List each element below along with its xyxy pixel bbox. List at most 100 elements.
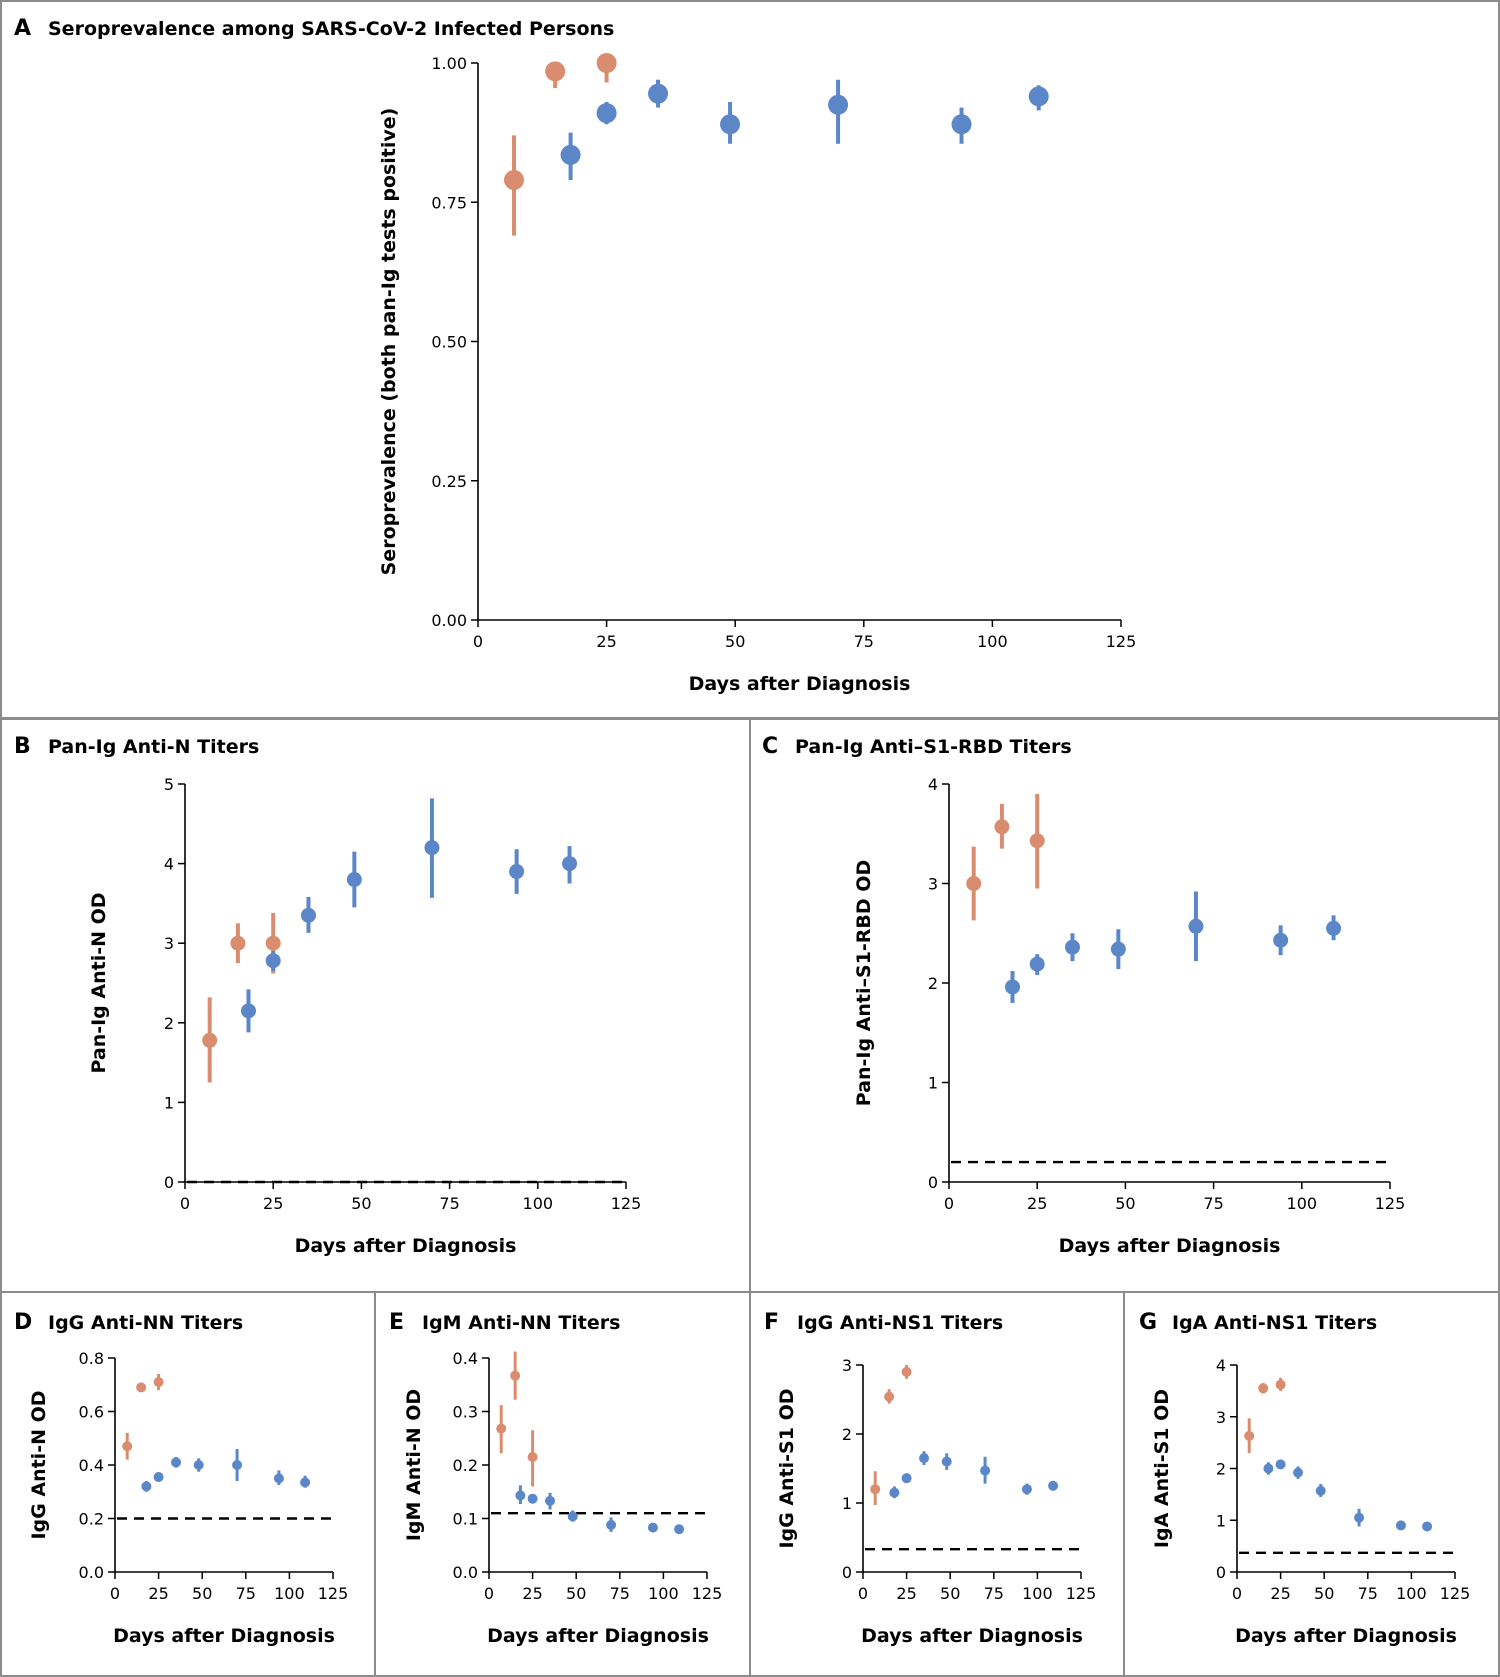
y-axis-label: IgA Anti-S1 OD	[1151, 1389, 1173, 1548]
data-point	[901, 1473, 912, 1484]
data-point	[1029, 833, 1045, 849]
panel-title: Seroprevalence among SARS-CoV-2 Infected…	[48, 18, 614, 40]
x-tick-label: 0	[1232, 1584, 1242, 1603]
data-point	[1293, 1467, 1304, 1478]
data-point	[496, 1423, 507, 1434]
y-axis-label: IgG Anti-N OD	[28, 1390, 50, 1539]
y-tick-label: 4	[164, 855, 174, 874]
x-tick-label: 0	[180, 1194, 190, 1213]
series-early	[202, 912, 281, 1083]
data-point	[153, 1377, 164, 1388]
x-tick-label: 0	[473, 632, 483, 651]
data-point	[1275, 1379, 1286, 1390]
y-tick-label: 3	[1216, 1408, 1226, 1427]
x-tick-label: 0	[484, 1584, 494, 1603]
data-point	[1028, 86, 1049, 107]
chart-panel-f: F IgG Anti-NS1 Titers 0 25 50 75 100 125 0 1 2 3 Day…	[764, 1310, 1096, 1647]
x-tick-label: 75	[236, 1584, 256, 1603]
data-point	[919, 1453, 930, 1464]
data-point	[527, 1493, 538, 1504]
y-tick-label: 1.00	[431, 54, 467, 73]
data-point	[504, 169, 525, 190]
data-point	[241, 1003, 257, 1019]
panel-title: IgM Anti-NN Titers	[422, 1312, 620, 1334]
y-tick-label: 0.25	[431, 472, 467, 491]
x-tick-label: 0	[858, 1584, 868, 1603]
data-point	[273, 1473, 284, 1484]
data-point	[527, 1451, 538, 1462]
x-tick-label: 125	[611, 1194, 642, 1213]
data-point	[202, 1032, 218, 1048]
panel-letter: G	[1139, 1310, 1157, 1335]
data-point	[1395, 1520, 1406, 1531]
series-late	[515, 1485, 685, 1535]
x-tick-label: 125	[318, 1584, 349, 1603]
y-tick-label: 2	[1216, 1460, 1226, 1479]
data-point	[545, 61, 566, 82]
data-point	[966, 876, 982, 891]
data-point	[1110, 941, 1126, 957]
panel-letter: A	[14, 16, 31, 41]
data-point	[567, 1511, 578, 1522]
data-point	[171, 1457, 182, 1468]
data-point	[720, 114, 741, 135]
data-point	[941, 1456, 952, 1467]
data-point	[424, 840, 440, 856]
data-point	[980, 1465, 991, 1476]
x-tick-label: 125	[1106, 632, 1137, 651]
panel-border-3	[0, 1291, 376, 1677]
y-tick-label: 0.4	[79, 1456, 104, 1475]
y-axis-label: Pan-Ig Anti–S1-RBD OD	[853, 860, 875, 1106]
x-tick-label: 50	[1314, 1584, 1334, 1603]
series-early	[966, 793, 1045, 921]
panel-letter: F	[764, 1310, 779, 1335]
data-point	[232, 1460, 243, 1470]
data-point	[300, 907, 316, 923]
series-early	[870, 1365, 912, 1506]
data-point	[346, 872, 362, 888]
x-tick-label: 75	[1203, 1194, 1223, 1213]
data-point	[545, 1495, 556, 1506]
panel-title: Pan-Ig Anti–S1-RBD Titers	[795, 736, 1072, 758]
data-point	[515, 1490, 526, 1501]
data-point	[870, 1484, 881, 1495]
data-point	[1326, 920, 1342, 936]
data-point	[828, 94, 849, 115]
data-point	[596, 53, 617, 73]
data-point	[1048, 1480, 1059, 1491]
data-point	[1064, 939, 1080, 955]
y-axis-label: IgG Anti-S1 OD	[776, 1388, 798, 1548]
data-point	[1029, 956, 1045, 972]
data-point	[994, 819, 1010, 835]
y-tick-label: 0.1	[453, 1510, 478, 1529]
data-point	[1315, 1485, 1326, 1496]
x-tick-label: 50	[940, 1584, 960, 1603]
x-axis-label: Days after Diagnosis	[861, 1625, 1083, 1647]
x-tick-label: 125	[1440, 1584, 1471, 1603]
x-tick-label: 25	[596, 632, 616, 651]
panel-title: IgA Anti-NS1 Titers	[1172, 1312, 1377, 1334]
y-tick-label: 3	[842, 1356, 852, 1375]
x-axis-label: Days after Diagnosis	[113, 1625, 335, 1647]
panel-letter: D	[14, 1310, 32, 1335]
data-point	[509, 864, 525, 880]
x-tick-label: 75	[984, 1584, 1004, 1603]
panel-title: IgG Anti-NN Titers	[48, 1312, 243, 1334]
panel-letter: E	[389, 1310, 404, 1335]
series-early	[496, 1351, 538, 1487]
y-tick-label: 0	[842, 1563, 852, 1582]
data-point	[1354, 1512, 1365, 1523]
data-point	[141, 1481, 152, 1492]
y-tick-label: 1	[1216, 1511, 1226, 1530]
y-tick-label: 0.0	[79, 1563, 104, 1582]
data-point	[1263, 1463, 1274, 1474]
y-tick-label: 0.00	[431, 611, 467, 630]
y-axis-label: Seroprevalence (both pan-Ig tests positi…	[378, 108, 400, 576]
x-tick-label: 75	[854, 632, 874, 651]
y-tick-label: 0	[164, 1173, 174, 1192]
x-tick-label: 25	[148, 1584, 168, 1603]
data-point	[122, 1441, 133, 1452]
y-tick-label: 2	[842, 1425, 852, 1444]
data-point	[265, 935, 281, 951]
